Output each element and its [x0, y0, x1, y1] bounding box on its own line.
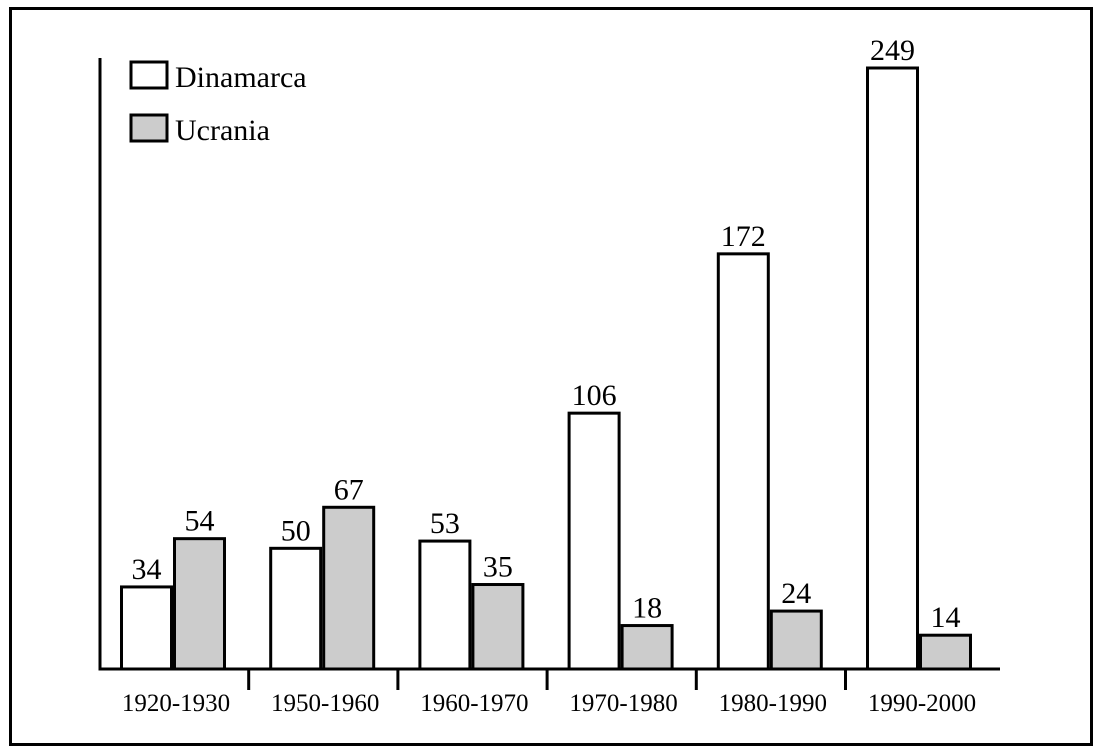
bar-ucrania-1920-1930: [173, 537, 226, 671]
value-label-ucrania-1920-1930: 54: [185, 505, 215, 538]
legend: Dinamarca Ucrania: [129, 60, 307, 147]
x-tick-label: 1920-1930: [122, 690, 230, 717]
bars: [120, 66, 972, 671]
value-label-ucrania-1990-2000: 14: [931, 601, 961, 634]
x-tick-label: 1970-1980: [569, 690, 677, 717]
bar-dinamarca-1980-1990: [716, 252, 770, 671]
bar-ucrania-1990-2000: [919, 633, 972, 671]
bar-ucrania-1960-1970: [471, 583, 525, 671]
bar-dinamarca-1950-1960: [269, 546, 323, 671]
value-label-dinamarca-1990-2000: 249: [870, 34, 915, 67]
x-tick-label: 1990-2000: [868, 690, 976, 717]
value-label-dinamarca-1980-1990: 172: [721, 220, 766, 253]
legend-label-dinamarca: Dinamarca: [175, 61, 307, 94]
value-label-dinamarca-1960-1970: 53: [430, 507, 460, 540]
bar-ucrania-1970-1980: [620, 624, 674, 671]
value-label-dinamarca-1970-1980: 106: [572, 379, 617, 412]
x-tick-label: 1950-1960: [271, 690, 379, 717]
value-labels: 34 54 50 67 53 35 106 18 172 24 249 14: [132, 34, 961, 634]
bar-dinamarca-1990-2000: [866, 66, 919, 671]
x-tick-label: 1960-1970: [420, 690, 528, 717]
bar-dinamarca-1920-1930: [120, 585, 173, 671]
legend-swatch-ucrania: [129, 113, 169, 143]
x-tick-labels: 1920-1930 1950-1960 1960-1970 1970-1980 1980…: [122, 669, 976, 717]
value-label-ucrania-1960-1970: 35: [483, 551, 513, 584]
bar-ucrania-1980-1990: [769, 609, 823, 671]
bar-ucrania-1950-1960: [322, 505, 376, 671]
legend-swatch-dinamarca: [129, 60, 169, 90]
value-label-dinamarca-1950-1960: 50: [281, 514, 311, 547]
value-label-ucrania-1950-1960: 67: [334, 473, 364, 506]
value-label-ucrania-1980-1990: 24: [781, 577, 811, 610]
value-label-dinamarca-1920-1930: 34: [132, 553, 162, 586]
x-tick-label: 1980-1990: [719, 690, 827, 717]
value-label-ucrania-1970-1980: 18: [632, 592, 662, 625]
bar-dinamarca-1970-1980: [567, 411, 621, 671]
bar-dinamarca-1960-1970: [418, 539, 472, 671]
axes: [98, 58, 1000, 671]
legend-label-ucrania: Ucrania: [175, 114, 270, 147]
